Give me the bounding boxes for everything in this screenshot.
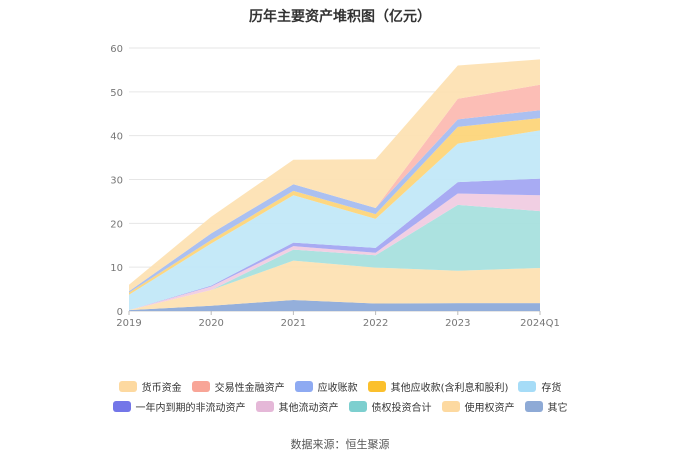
legend-label: 债权投资合计 [371,402,432,414]
y-tick-label: 40 [110,132,123,143]
area-交易性金融资产 [129,84,540,292]
legend-item[interactable]: 一年内到期的非流动资产 [112,399,246,414]
legend-swatch [294,380,313,392]
legend-swatch [518,380,537,392]
legend-label: 其他应收款(含利息和股利) [390,382,509,394]
legend-swatch [524,400,543,412]
legend-item[interactable]: 债权投资合计 [348,399,432,414]
x-tick-label: 2020 [198,318,223,329]
legend-swatch [441,400,460,412]
area-一年内到期的非流动资产 [129,178,540,311]
area-存货 [129,130,540,311]
y-tick-label: 30 [110,176,123,187]
legend-label: 应收账款 [317,382,358,394]
chart-title: 历年主要资产堆积图（亿元） [249,9,431,25]
legend-swatch [348,400,367,412]
legend-item[interactable]: 使用权资产 [441,399,515,414]
legend-label: 一年内到期的非流动资产 [135,402,246,414]
data-source-note: 数据来源：恒生聚源 [290,438,390,451]
legend-label: 其它 [547,402,568,414]
y-tick-label: 60 [110,44,123,55]
x-tick-label: 2024Q1 [520,318,560,329]
legend-label: 使用权资产 [464,402,515,414]
legend-label: 货币资金 [141,382,182,394]
y-tick-label: 0 [117,307,123,318]
axes: 0 10 20 30 40 50 60 2019 2020 2021 2022 2023 2024Q1 [110,44,560,329]
legend-item[interactable]: 应收账款 [294,379,358,394]
legend-item[interactable]: 货币资金 [118,379,182,394]
x-tick-label: 2019 [116,318,141,329]
x-tick-label: 2022 [363,318,388,329]
legend-item[interactable]: 其他流动资产 [255,399,339,414]
area-货币资金 [129,59,540,292]
area-其他流动资产 [129,193,540,311]
legend-row-1: 货币资金 交易性金融资产 应收账款 其他应收款(含利息和股利) 存货 [90,376,590,396]
y-tick-label: 20 [110,219,123,230]
legend-item[interactable]: 其他应收款(含利息和股利) [367,379,509,394]
legend: 货币资金 交易性金融资产 应收账款 其他应收款(含利息和股利) 存货 一年内到期的非流动… [90,376,590,416]
area-使用权资产 [129,260,540,311]
legend-item[interactable]: 其它 [524,399,568,414]
legend-swatch [255,400,274,412]
legend-label: 存货 [541,382,562,394]
legend-swatch [367,380,386,392]
legend-label: 其他流动资产 [278,402,339,414]
legend-swatch [191,380,210,392]
stacked-area-chart: 0 10 20 30 40 50 60 2019 2020 2021 2022 2023 2024Q1 [110,44,560,329]
area-债权投资合计 [129,204,540,311]
legend-swatch [118,380,137,392]
legend-item[interactable]: 存货 [518,379,561,394]
area-应收账款 [129,110,540,293]
y-tick-label: 10 [110,263,123,274]
legend-swatch [112,400,131,412]
legend-row-2: 一年内到期的非流动资产 其他流动资产 债权投资合计 使用权资产 其它 [90,396,590,416]
x-tick-label: 2023 [445,318,470,329]
x-tick-label: 2021 [281,318,306,329]
legend-label: 交易性金融资产 [214,382,285,394]
area-series [129,59,540,311]
legend-item[interactable]: 交易性金融资产 [191,379,285,394]
area-其它 [129,300,540,311]
area-其他应收款(含利息和股利) [129,118,540,295]
y-tick-label: 50 [110,88,123,99]
